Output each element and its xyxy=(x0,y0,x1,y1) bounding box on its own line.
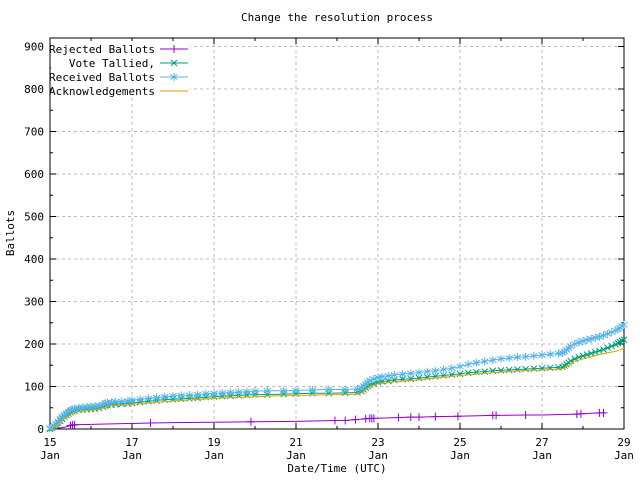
x-tick-label-day: 23 xyxy=(371,436,384,449)
x-tick-label-day: 27 xyxy=(535,436,548,449)
y-tick-labels: 0 100 200 300 400 500 600 700 800 900 xyxy=(24,41,44,437)
y-tick-label: 100 xyxy=(24,381,44,394)
y-tick-label: 0 xyxy=(37,423,44,436)
series-rejected-ballots xyxy=(49,408,608,430)
x-tick-label-day: 25 xyxy=(453,436,466,449)
legend-sample-marker xyxy=(170,45,178,53)
x-axis-label: Date/Time (UTC) xyxy=(287,462,387,475)
legend-label-2: Received Ballots xyxy=(49,71,155,84)
x-tick-label-month: Jan xyxy=(532,449,552,462)
x-tick-label-day: 21 xyxy=(289,436,302,449)
x-tick-label-month: Jan xyxy=(40,449,60,462)
y-tick-label: 200 xyxy=(24,338,44,351)
y-axis-label: Ballots xyxy=(4,209,17,257)
series-acknowledgements xyxy=(49,347,625,430)
x-tick-label-month: Jan xyxy=(204,449,224,462)
y-tick-label: 400 xyxy=(24,253,44,266)
x-tick-label-month: Jan xyxy=(286,449,306,462)
rejected-ballots-markers xyxy=(66,408,608,430)
x-tick-label-day: 19 xyxy=(207,436,220,449)
y-tick-label: 800 xyxy=(24,83,44,96)
x-tick-label-month: Jan xyxy=(614,449,634,462)
y-tick-label: 500 xyxy=(24,211,44,224)
x-tick-label-month: Jan xyxy=(368,449,388,462)
y-tick-label: 600 xyxy=(24,168,44,181)
x-tick-label-day: 17 xyxy=(125,436,138,449)
legend-label-3: Acknowledgements xyxy=(49,85,155,98)
y-tick-label: 700 xyxy=(24,126,44,139)
x-tick-label-month: Jan xyxy=(450,449,470,462)
series-vote-tallied xyxy=(46,336,628,433)
series-received-ballots xyxy=(46,320,628,433)
legend-sample-marker xyxy=(170,73,178,81)
chart-title: Change the resolution process xyxy=(240,11,434,24)
y-tick-label: 900 xyxy=(24,41,44,54)
x-tick-label-month: Jan xyxy=(122,449,142,462)
legend-label-0: Rejected Ballots xyxy=(49,43,155,56)
received-ballots-markers xyxy=(46,320,628,433)
y-tick-label: 300 xyxy=(24,296,44,309)
legend-sample-marker xyxy=(170,59,178,67)
x-tick-label-day: 29 xyxy=(617,436,630,449)
vote-tallied-markers xyxy=(46,336,628,433)
x-tick-label-day: 15 xyxy=(43,436,56,449)
legend-label-1: Vote Tallied, xyxy=(69,57,155,70)
